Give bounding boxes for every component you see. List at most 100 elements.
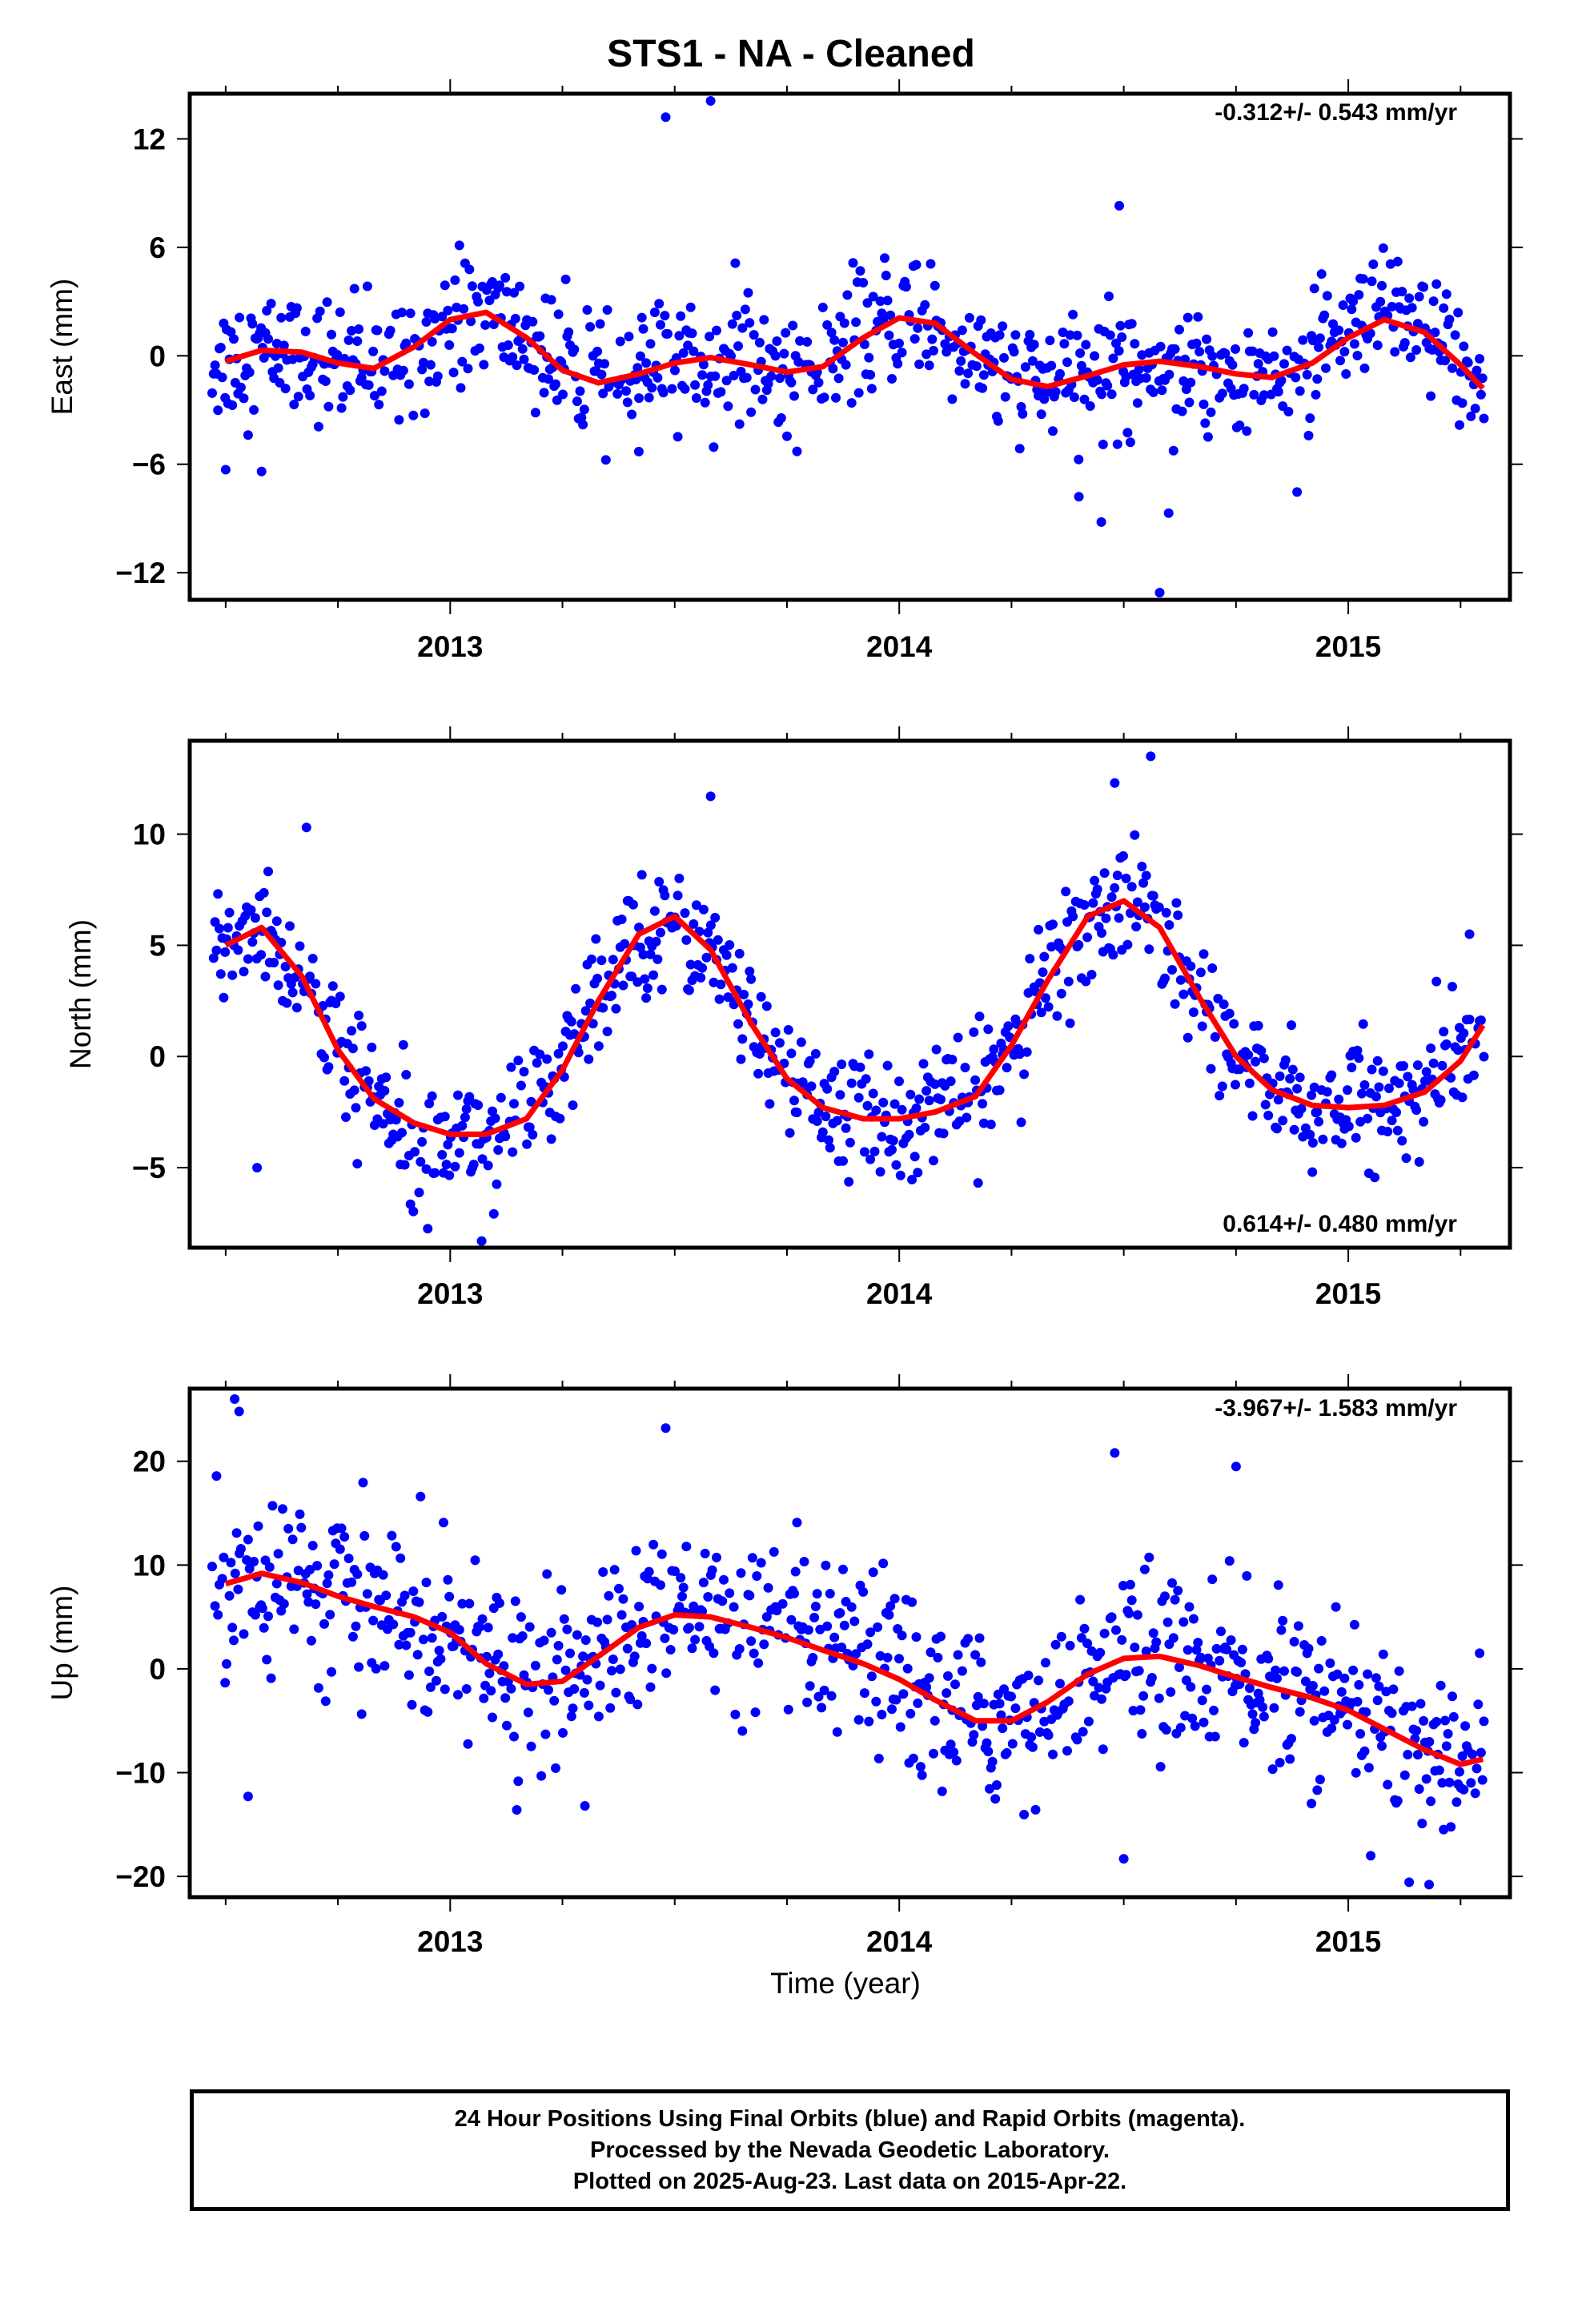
- north-data-points: [208, 751, 1489, 1246]
- east-data-point: [1202, 334, 1212, 344]
- north-data-point: [1099, 868, 1110, 879]
- north-data-point: [960, 1063, 970, 1072]
- east-data-point: [750, 384, 761, 395]
- east-data-point: [343, 335, 354, 345]
- up-data-point: [763, 1582, 773, 1593]
- up-data-point: [1141, 1647, 1151, 1656]
- east-data-point: [913, 323, 923, 333]
- north-data-point: [638, 950, 648, 959]
- north-data-point: [1224, 1008, 1235, 1019]
- up-data-point: [595, 1680, 605, 1691]
- east-data-point: [1164, 369, 1174, 380]
- north-data-point: [616, 915, 627, 924]
- up-data-point: [1435, 1680, 1446, 1691]
- up-data-point: [1178, 1617, 1189, 1627]
- up-data-point: [1479, 1716, 1489, 1727]
- east-data-point: [1090, 351, 1100, 361]
- up-data-points: [207, 1394, 1489, 1890]
- up-data-point: [400, 1590, 410, 1601]
- east-data-point: [243, 430, 253, 440]
- east-data-point: [454, 240, 464, 251]
- east-data-point: [920, 300, 930, 310]
- up-data-point: [894, 1654, 904, 1664]
- up-data-point: [1191, 1645, 1202, 1655]
- up-data-point: [568, 1703, 578, 1714]
- up-data-point: [379, 1661, 390, 1671]
- east-data-point: [754, 337, 765, 348]
- up-data-point: [703, 1592, 713, 1602]
- east-data-point: [1029, 340, 1039, 350]
- east-data-point: [792, 446, 802, 456]
- north-data-point: [1394, 1078, 1404, 1088]
- north-data-point: [822, 1084, 833, 1094]
- up-data-point: [1466, 1778, 1476, 1788]
- east-data-point: [766, 371, 777, 381]
- up-data-point: [1443, 1729, 1453, 1739]
- east-data-point: [1065, 330, 1075, 340]
- up-data-point: [1099, 1628, 1110, 1638]
- north-data-point: [327, 981, 338, 991]
- east-data-point: [710, 371, 721, 381]
- up-data-point: [1118, 1581, 1128, 1590]
- up-data-point: [387, 1530, 397, 1541]
- east-data-point: [495, 280, 504, 291]
- north-data-point: [1139, 902, 1150, 912]
- east-data-point: [1055, 368, 1065, 379]
- north-data-point: [737, 1034, 748, 1044]
- up-data-point: [1094, 1683, 1104, 1693]
- up-data-point: [799, 1557, 809, 1566]
- footer-line-2: Processed by the Nevada Geodetic Laborat…: [590, 2137, 1110, 2163]
- east-data-point: [1111, 338, 1121, 348]
- north-data-point: [703, 927, 713, 938]
- east-data-point: [1430, 328, 1440, 338]
- north-data-point: [1138, 878, 1149, 888]
- east-data-point: [229, 334, 239, 344]
- north-data-point: [558, 1041, 568, 1051]
- north-data-point: [500, 1132, 511, 1142]
- north-data-point: [1137, 862, 1147, 871]
- east-data-point: [1148, 387, 1158, 397]
- up-data-point: [526, 1741, 536, 1751]
- up-data-point: [329, 1559, 339, 1570]
- up-data-point: [792, 1518, 802, 1528]
- north-data-point: [1243, 1050, 1254, 1060]
- up-data-point: [283, 1523, 294, 1534]
- east-data-point: [1046, 360, 1057, 371]
- north-data-point: [215, 923, 224, 934]
- north-data-point: [1043, 1002, 1054, 1012]
- east-data-point: [627, 409, 637, 420]
- north-data-point: [806, 1081, 817, 1092]
- north-data-point: [775, 1038, 785, 1048]
- north-data-point: [1363, 1113, 1373, 1124]
- north-data-point: [508, 1147, 518, 1157]
- up-data-point: [1239, 1738, 1249, 1748]
- east-data-point: [1267, 327, 1278, 337]
- up-data-point: [839, 1620, 849, 1630]
- up-data-point: [227, 1622, 238, 1633]
- north-data-point: [526, 1096, 536, 1107]
- up-data-point: [829, 1632, 840, 1642]
- east-data-point: [553, 309, 564, 320]
- up-data-point: [1475, 1648, 1485, 1659]
- up-outlier-point: [661, 1423, 671, 1433]
- north-data-point: [490, 1113, 500, 1124]
- east-data-point: [420, 408, 430, 419]
- north-y-tick-label: 0: [149, 1040, 166, 1073]
- north-data-point: [1173, 910, 1183, 920]
- north-data-point: [656, 927, 665, 938]
- east-data-point: [447, 324, 457, 334]
- north-data-point: [513, 1055, 524, 1066]
- north-data-point: [907, 1175, 917, 1184]
- north-data-point: [1186, 961, 1196, 971]
- up-data-point: [1134, 1666, 1144, 1676]
- east-data-point: [1178, 376, 1189, 386]
- up-data-point: [802, 1697, 813, 1707]
- east-data-point: [544, 374, 553, 384]
- north-data-point: [1038, 967, 1048, 977]
- east-data-point: [1059, 339, 1070, 349]
- up-data-point: [889, 1594, 900, 1604]
- up-x-tick-label: 2013: [417, 1925, 483, 1958]
- east-data-point: [352, 336, 363, 346]
- north-data-point: [705, 920, 716, 931]
- up-data-point: [866, 1671, 877, 1682]
